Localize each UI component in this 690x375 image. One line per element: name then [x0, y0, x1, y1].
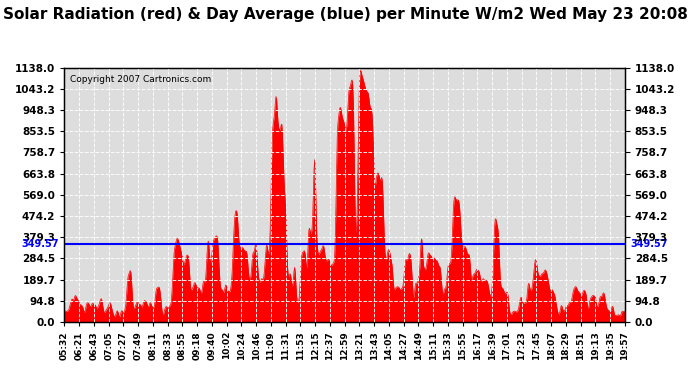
Text: 349.57: 349.57	[21, 239, 59, 249]
Text: Solar Radiation (red) & Day Average (blue) per Minute W/m2 Wed May 23 20:08: Solar Radiation (red) & Day Average (blu…	[3, 8, 687, 22]
Text: 349.57: 349.57	[631, 239, 668, 249]
Text: Copyright 2007 Cartronics.com: Copyright 2007 Cartronics.com	[70, 75, 211, 84]
